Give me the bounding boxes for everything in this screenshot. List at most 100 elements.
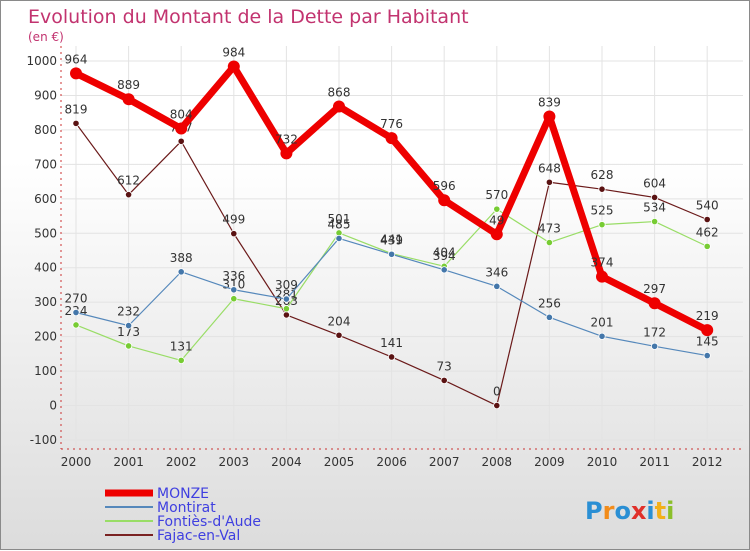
- data-point: [387, 250, 396, 258]
- data-point: [440, 376, 448, 384]
- data-point: [701, 324, 714, 337]
- data-label: 570: [485, 188, 508, 202]
- data-point: [125, 342, 133, 350]
- chart-subtitle: (en €): [28, 30, 64, 44]
- data-label: 346: [485, 265, 508, 279]
- data-point: [280, 147, 293, 160]
- data-point: [543, 110, 556, 123]
- data-point: [440, 266, 448, 274]
- data-label: 473: [538, 222, 561, 236]
- y-tick-label: 600: [34, 192, 57, 206]
- x-tick-label: 2000: [61, 455, 92, 469]
- data-label: 485: [328, 217, 351, 231]
- data-label: 776: [380, 117, 403, 131]
- x-tick-label: 2009: [534, 455, 565, 469]
- y-tick-label: 300: [34, 295, 57, 309]
- data-point: [72, 308, 80, 317]
- data-point: [282, 305, 290, 313]
- y-tick-label: 700: [34, 157, 57, 171]
- y-tick-label: 900: [34, 88, 57, 102]
- data-label: 388: [170, 251, 193, 265]
- y-tick-label: 500: [34, 226, 57, 240]
- logo-letter: x: [631, 497, 647, 525]
- data-label: 141: [380, 336, 403, 350]
- data-point: [493, 401, 501, 410]
- data-point: [72, 321, 80, 329]
- data-point: [72, 119, 80, 127]
- legend-label: Fajac-en-Val: [157, 528, 240, 544]
- data-point: [282, 295, 290, 303]
- data-point: [545, 313, 554, 321]
- data-point: [650, 342, 659, 350]
- data-point: [493, 282, 501, 290]
- data-label: 145: [696, 335, 719, 349]
- data-point: [333, 100, 345, 113]
- data-point: [125, 322, 133, 330]
- data-label: 270: [65, 292, 88, 306]
- data-point: [70, 67, 82, 80]
- data-label: 232: [117, 305, 140, 319]
- logo-letter: P: [585, 497, 603, 525]
- data-label: 297: [643, 282, 666, 296]
- data-label: 964: [65, 52, 88, 66]
- legend-label: MONZE: [157, 486, 209, 502]
- data-label: 131: [170, 339, 193, 353]
- logo-proxiti: Proxiti: [585, 497, 674, 525]
- data-point: [282, 311, 290, 319]
- data-point: [703, 351, 711, 360]
- logo-letter: i: [666, 497, 674, 525]
- data-point: [125, 191, 133, 199]
- x-tick-label: 2003: [219, 455, 250, 469]
- data-point: [175, 122, 188, 135]
- data-label: 868: [328, 85, 351, 99]
- data-label: 256: [538, 296, 561, 310]
- x-tick-label: 2005: [324, 455, 355, 469]
- x-tick-label: 2011: [639, 455, 670, 469]
- data-point: [177, 268, 185, 276]
- data-label: 441: [380, 233, 403, 247]
- data-label: 612: [117, 174, 140, 188]
- data-label: 0: [493, 385, 501, 399]
- data-label: 499: [222, 213, 245, 227]
- data-point: [703, 242, 711, 250]
- data-label: 819: [65, 102, 88, 116]
- data-label: 648: [538, 161, 561, 175]
- y-tick-label: 400: [34, 261, 57, 275]
- data-point: [648, 297, 661, 310]
- data-label: 204: [328, 314, 351, 328]
- logo-letter: t: [655, 497, 666, 525]
- data-label: 540: [696, 198, 719, 212]
- data-point: [385, 132, 398, 145]
- data-label: 604: [643, 176, 666, 190]
- data-label: 309: [275, 278, 298, 292]
- legend-label: Montirat: [157, 500, 216, 516]
- x-tick-label: 2006: [376, 455, 407, 469]
- data-label: 173: [117, 325, 140, 339]
- data-point: [598, 185, 606, 193]
- data-label: 525: [591, 204, 614, 218]
- x-tick-label: 2010: [587, 455, 618, 469]
- data-label: 73: [437, 359, 452, 373]
- data-label: 336: [222, 269, 245, 283]
- x-tick-label: 2004: [271, 455, 302, 469]
- x-tick-label: 2001: [113, 455, 144, 469]
- data-point: [335, 331, 343, 339]
- data-label: 596: [433, 179, 456, 193]
- data-label: 804: [170, 108, 193, 122]
- legend-label: Fontiès-d'Aude: [157, 514, 261, 530]
- data-label: 628: [591, 168, 614, 182]
- data-point: [177, 137, 185, 145]
- chart-title: Evolution du Montant de la Dette par Hab…: [28, 6, 469, 28]
- data-label: 839: [538, 95, 561, 109]
- data-point: [387, 353, 396, 361]
- y-tick-label: 800: [34, 123, 57, 137]
- data-point: [177, 356, 185, 365]
- data-point: [596, 270, 608, 283]
- data-point: [227, 60, 240, 73]
- logo-letter: o: [614, 497, 631, 525]
- data-label: 394: [433, 249, 456, 263]
- x-tick-label: 2002: [166, 455, 197, 469]
- data-point: [598, 221, 606, 229]
